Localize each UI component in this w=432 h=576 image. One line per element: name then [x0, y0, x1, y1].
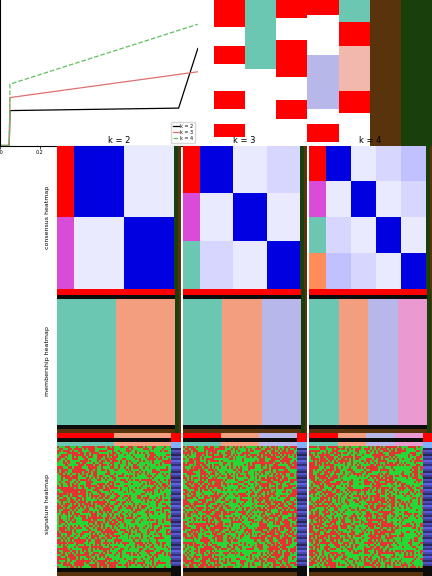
Line: k = 4: k = 4	[0, 24, 198, 146]
X-axis label: consensus index value [c]: consensus index value [c]	[67, 156, 130, 161]
Line: k = 3: k = 3	[0, 72, 198, 146]
k = 4	[0, 142, 3, 149]
Text: signature heatmap: signature heatmap	[44, 474, 50, 535]
Title: k = 3: k = 3	[233, 136, 256, 145]
k = 3	[0, 142, 3, 149]
k = 4	[115, 46, 121, 53]
k = 2	[0, 142, 3, 149]
Title: k = 2: k = 2	[108, 136, 130, 145]
Title: k = 4: k = 4	[359, 136, 381, 145]
k = 4	[164, 31, 169, 37]
k = 2	[177, 103, 182, 109]
k = 2	[114, 105, 120, 112]
Text: membership heatmap: membership heatmap	[44, 326, 50, 396]
k = 3	[115, 79, 121, 86]
k = 3	[195, 69, 200, 75]
k = 4	[114, 47, 120, 54]
Legend: k = 2, k = 3, k = 4: k = 2, k = 3, k = 4	[171, 122, 195, 143]
k = 2	[195, 45, 200, 52]
k = 2	[0, 142, 3, 149]
Line: k = 2: k = 2	[0, 48, 198, 146]
k = 4	[118, 46, 124, 52]
k = 3	[164, 73, 169, 79]
k = 2	[118, 105, 124, 112]
k = 3	[0, 142, 3, 149]
k = 3	[118, 79, 124, 86]
k = 2	[115, 105, 121, 112]
k = 3	[114, 79, 120, 86]
k = 4	[177, 26, 182, 33]
k = 2	[164, 105, 169, 112]
Text: consensus heatmap: consensus heatmap	[44, 185, 50, 249]
k = 4	[195, 21, 200, 28]
k = 3	[177, 71, 182, 78]
k = 4	[0, 142, 3, 149]
